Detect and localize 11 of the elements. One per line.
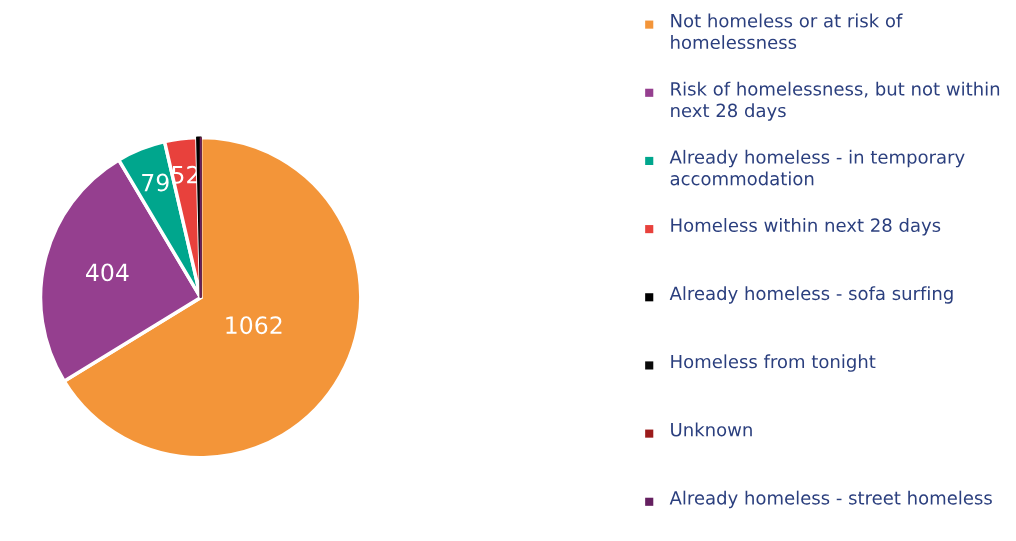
- legend-label: Risk of homelessness, but not within next 28 days: [671, 81, 1000, 121]
- data-label: 1062: [226, 316, 282, 335]
- legend-label: Homeless within next 28 days: [671, 218, 941, 236]
- data-label: 79: [142, 173, 169, 192]
- legend-label: Already homeless - in temporary accommodation: [669, 149, 965, 186]
- legend-label: Not homeless or at risk of homelessness: [671, 13, 903, 50]
- legend-label: Already homeless - street homeless: [669, 490, 992, 509]
- legend-label: Homeless from tonight: [671, 354, 876, 372]
- data-label: 404: [86, 263, 129, 282]
- legend-label: Already homeless - sofa surfing: [669, 286, 953, 304]
- legend-label: Unknown: [671, 422, 752, 437]
